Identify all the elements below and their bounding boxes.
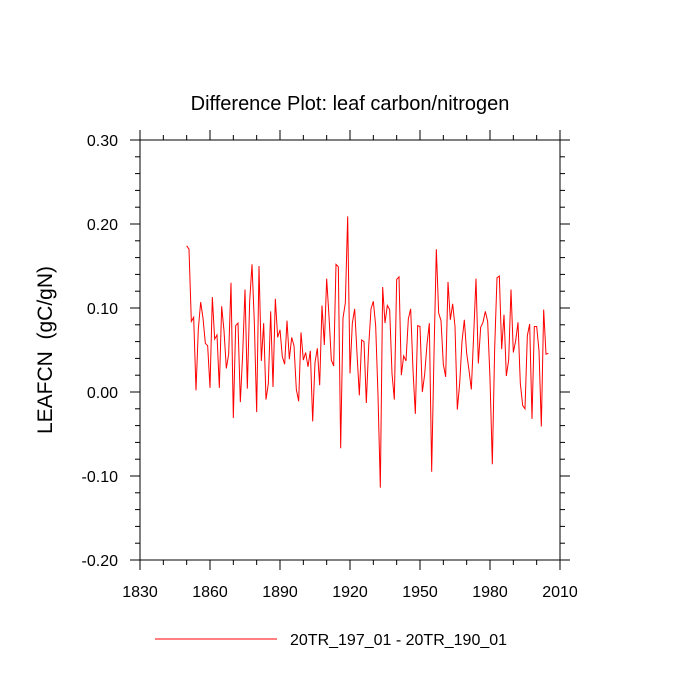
- y-tick-label: -0.20: [82, 553, 119, 570]
- x-tick-label: 2010: [542, 584, 578, 601]
- chart-title: Difference Plot: leaf carbon/nitrogen: [191, 93, 510, 115]
- y-tick-label: 0.30: [87, 133, 118, 150]
- x-tick-label: 1980: [472, 584, 508, 601]
- x-tick-label: 1830: [122, 584, 158, 601]
- x-tick-label: 1890: [262, 584, 298, 601]
- y-tick-label: -0.10: [82, 469, 119, 486]
- series-line: [186, 216, 549, 488]
- legend: 20TR_197_01 - 20TR_190_01: [155, 632, 507, 649]
- series-layer: [186, 216, 549, 488]
- minor-ticks: [135, 135, 565, 565]
- x-tick-label: 1920: [332, 584, 368, 601]
- y-tick-labels: -0.20 -0.10 0.00 0.10 0.20 0.30: [82, 133, 119, 570]
- legend-label: 20TR_197_01 - 20TR_190_01: [290, 632, 507, 649]
- major-ticks: [130, 130, 570, 570]
- x-tick-label: 1950: [402, 584, 438, 601]
- y-tick-label: 0.00: [87, 385, 118, 402]
- plot-area: -0.20-0.100.000.100.200.30 1830 1860 1890 1…: [82, 130, 578, 601]
- x-tick-labels: 1830 1860 1890 1920 1950 1980 2010: [122, 584, 578, 601]
- y-tick-label: 0.10: [87, 301, 118, 318]
- x-tick-label: 1860: [192, 584, 228, 601]
- y-tick-label: 0.20: [87, 217, 118, 234]
- y-axis-label: LEAFCN (gC/gN): [34, 266, 57, 434]
